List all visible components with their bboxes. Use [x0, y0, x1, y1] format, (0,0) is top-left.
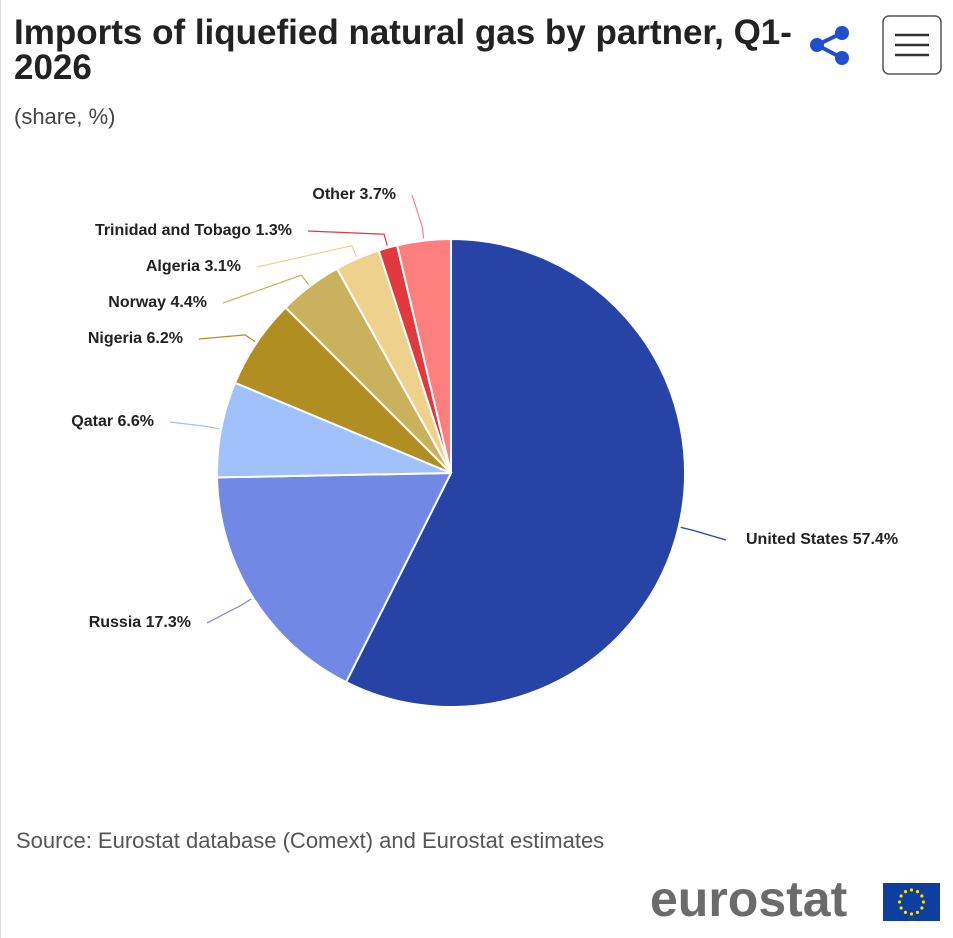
- label-value: 57.4%: [853, 531, 898, 548]
- flag-star: [920, 894, 924, 898]
- leader-line: [411, 194, 425, 239]
- data-label: Other 3.7%: [312, 186, 396, 203]
- label-category: Nigeria: [88, 330, 142, 347]
- data-label: Nigeria 6.2%: [88, 330, 183, 347]
- logo-text: eurostat: [650, 871, 848, 927]
- chart-title: Imports of liquefied natural gas by part…: [14, 13, 792, 87]
- leader-line: [680, 526, 727, 541]
- share-button[interactable]: [810, 26, 849, 65]
- pie-slice: [216, 471, 453, 684]
- label-value: 3.7%: [360, 186, 396, 203]
- flag-star: [909, 912, 914, 916]
- data-label: Russia 17.3%: [89, 614, 191, 631]
- pie-slice: [344, 237, 686, 708]
- leader-line: [222, 274, 310, 304]
- flag-star: [903, 890, 908, 894]
- label-category: Russia: [89, 614, 142, 631]
- flag-star: [921, 900, 926, 904]
- leader-line: [206, 598, 252, 624]
- label-value: 17.3%: [146, 614, 191, 631]
- label-category: United States: [746, 531, 848, 548]
- source-note: Source: Eurostat database (Comext) and E…: [16, 828, 604, 853]
- label-value: 4.4%: [171, 294, 207, 311]
- data-label: Qatar 6.6%: [71, 413, 154, 430]
- pie: United States 57.4% Russia 17.3% Qatar 6.6…: [71, 186, 898, 708]
- flag-star: [915, 910, 920, 914]
- leader-line: [169, 421, 220, 430]
- label-category: Norway: [108, 294, 166, 311]
- data-label: Norway 4.4%: [108, 294, 207, 311]
- label-category: Trinidad and Tobago: [95, 222, 251, 239]
- label-value: 6.2%: [147, 330, 183, 347]
- flag-star: [909, 888, 914, 892]
- label-category: Algeria: [146, 258, 200, 275]
- leader-line: [256, 245, 358, 268]
- data-label: Algeria 3.1%: [146, 258, 241, 275]
- label-value: 6.6%: [118, 413, 154, 430]
- chart-subtitle: (share, %): [14, 104, 115, 129]
- leader-line: [307, 230, 388, 246]
- data-label: United States 57.4%: [746, 531, 898, 548]
- label-value: 3.1%: [205, 258, 241, 275]
- flag-star: [920, 906, 924, 910]
- label-category: Qatar: [71, 413, 113, 430]
- label-category: Other: [312, 186, 355, 203]
- eu-flag: [883, 883, 940, 921]
- flag-star: [903, 910, 908, 914]
- label-value: 1.3%: [256, 222, 292, 239]
- flag-star: [915, 890, 920, 894]
- leader-line: [198, 334, 256, 343]
- flag-star: [897, 900, 902, 904]
- pie-slice: [395, 237, 452, 474]
- data-label: Trinidad and Tobago 1.3%: [95, 222, 292, 239]
- flag-star: [899, 894, 903, 898]
- menu-button[interactable]: [882, 15, 942, 75]
- flag-star: [899, 906, 903, 910]
